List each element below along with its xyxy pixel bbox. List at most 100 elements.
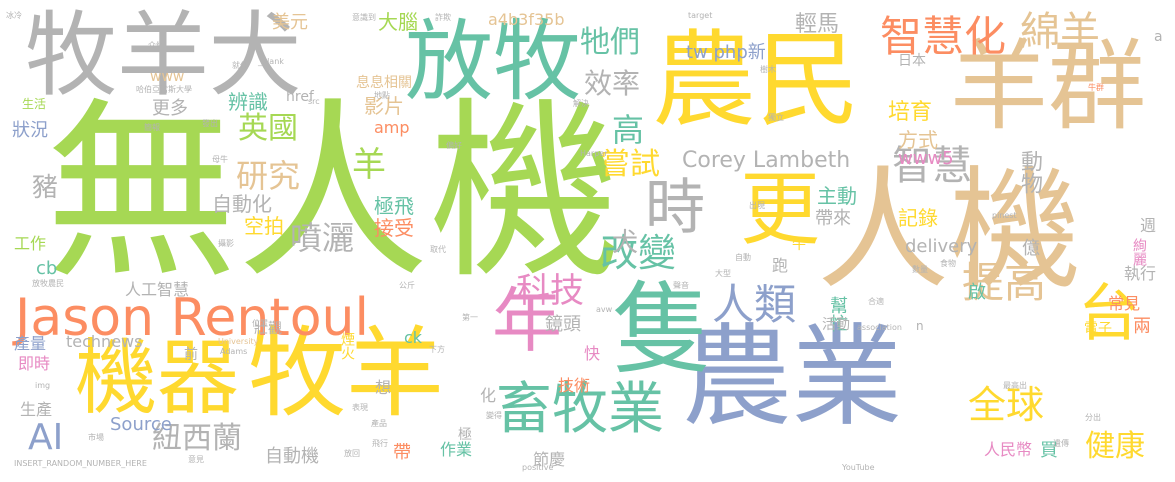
cloud-word: 偏好 <box>446 141 462 150</box>
cloud-word: 農民 <box>652 19 861 141</box>
cloud-word: 機器 <box>75 331 240 426</box>
cloud-word: 牧羊犬 <box>25 2 302 109</box>
cloud-word: 動物 <box>1017 150 1042 194</box>
cloud-word: 即時 <box>18 354 51 373</box>
cloud-word: 極飛 <box>374 194 414 218</box>
cloud-word: www <box>150 69 185 85</box>
cloud-word: 豬 <box>32 173 59 203</box>
cloud-word: 介紹 <box>148 41 164 50</box>
cloud-word: 市場 <box>88 433 104 442</box>
cloud-word: avw <box>596 305 613 314</box>
cloud-word: target <box>688 11 713 20</box>
cloud-word: 樹木 <box>760 65 776 74</box>
cloud-word: 第一 <box>462 313 478 322</box>
cloud-word: 簡報 <box>144 123 160 132</box>
cloud-word: ck <box>404 328 423 347</box>
cloud-word: 節慶 <box>533 450 566 469</box>
cloud-word: 兩 <box>1133 316 1151 337</box>
cloud-word: 台 <box>1067 280 1140 342</box>
cloud-word: 大型 <box>715 269 731 278</box>
cloud-word: tw php新 <box>686 42 766 63</box>
cloud-word: 跑 <box>772 256 789 275</box>
cloud-word: amp <box>374 118 410 137</box>
cloud-word: 食物 <box>940 259 956 268</box>
cloud-word: 智慧 <box>892 143 972 189</box>
cloud-word: 農業 <box>682 313 902 441</box>
cloud-word: 高 <box>612 111 645 149</box>
cloud-word: 億 <box>1022 238 1040 259</box>
cloud-word: Harper <box>580 149 608 158</box>
cloud-word: a4b3f35b <box>488 10 565 29</box>
cloud-word: 帶 <box>393 442 411 463</box>
cloud-word: 地點 <box>374 91 390 100</box>
cloud-word: 人民幣 <box>984 440 1033 459</box>
cloud-word: 變得 <box>486 411 502 420</box>
cloud-word: 冰冷 <box>6 11 22 20</box>
cloud-word: 綿羊 <box>1020 9 1100 55</box>
cloud-word: 改變 <box>600 231 677 275</box>
cloud-word: Corey Lambeth <box>682 148 851 173</box>
cloud-word: src <box>308 97 320 106</box>
cloud-word: 電子 <box>1084 321 1112 337</box>
cloud-word: 羊群 <box>950 30 1147 144</box>
cloud-word: 啟 <box>968 282 986 303</box>
cloud-word: 意識到 <box>352 13 376 22</box>
cloud-word: 狀況 <box>12 120 48 141</box>
cloud-word: 紐西蘭 <box>152 421 242 456</box>
cloud-word: 羊 <box>352 145 386 185</box>
cloud-word: 化 <box>480 386 497 405</box>
cloud-word: 活動 <box>822 317 850 333</box>
cloud-word: 哈伯亞當斯大學 <box>136 85 192 94</box>
cloud-word: 方式 <box>898 128 938 152</box>
cloud-word: 放牧 <box>405 10 582 113</box>
cloud-word: 煙火 <box>339 332 355 360</box>
cloud-word: 全球 <box>968 383 1045 427</box>
cloud-word: 辨識 <box>228 90 268 114</box>
cloud-word: 生產 <box>20 400 53 419</box>
cloud-word: 飛行 <box>372 439 388 448</box>
cloud-word: 無人機 <box>45 82 621 305</box>
cloud-word: 嘗試 <box>600 147 660 182</box>
cloud-word: Source <box>110 414 172 435</box>
cloud-word: 科技 <box>516 271 584 311</box>
cloud-word: 效率 <box>584 67 641 100</box>
cloud-word: 更 <box>740 163 820 256</box>
cloud-word: 作業 <box>440 440 473 459</box>
cloud-word: 主動 <box>817 184 857 208</box>
cloud-word: 壯觀 <box>254 321 282 337</box>
cloud-word: 前 <box>184 347 198 363</box>
cloud-word: 日本 <box>898 53 926 69</box>
cloud-word: pinest <box>992 211 1017 220</box>
cloud-word: 智慧化 <box>880 12 1007 61</box>
cloud-word: 發出 <box>202 119 218 128</box>
cloud-word: 執行 <box>1124 264 1157 283</box>
cloud-word: n <box>916 319 924 333</box>
cloud-word: 母牛 <box>212 155 228 164</box>
cloud-word: Adams <box>220 347 248 356</box>
cloud-word: 常見 <box>1108 294 1141 313</box>
cloud-word: 自動化 <box>212 192 272 216</box>
cloud-word: positive <box>522 463 554 472</box>
cloud-word: 分出 <box>1085 413 1101 422</box>
cloud-word: 接受 <box>374 216 414 240</box>
cloud-word: 牧羊 <box>248 317 445 431</box>
cloud-word: 英國 <box>238 111 298 146</box>
cloud-word: 工作 <box>14 234 47 253</box>
cloud-word: 牛群 <box>1088 83 1104 92</box>
cloud-word: 牛 <box>792 237 806 253</box>
cloud-word: 產品 <box>371 419 387 428</box>
cloud-word: 畜牧業 <box>496 377 664 442</box>
cloud-word: 攝影 <box>218 239 234 248</box>
cloud-word: 鏡頭 <box>545 314 581 335</box>
cloud-word: 出現 <box>749 201 765 210</box>
cloud-word: 更多 <box>152 98 188 119</box>
cloud-word: YouTube <box>842 463 875 472</box>
cloud-word: 人機 <box>817 154 1081 308</box>
cloud-word: 影片 <box>364 94 404 118</box>
cloud-word: 意見 <box>188 455 204 464</box>
cloud-word: 位置 <box>252 319 268 328</box>
cloud-word: 空拍 <box>244 214 284 238</box>
cloud-word: 帶來 <box>815 208 851 229</box>
cloud-word: 聲音 <box>673 281 689 290</box>
cloud-word: 遺傳 <box>1053 439 1069 448</box>
